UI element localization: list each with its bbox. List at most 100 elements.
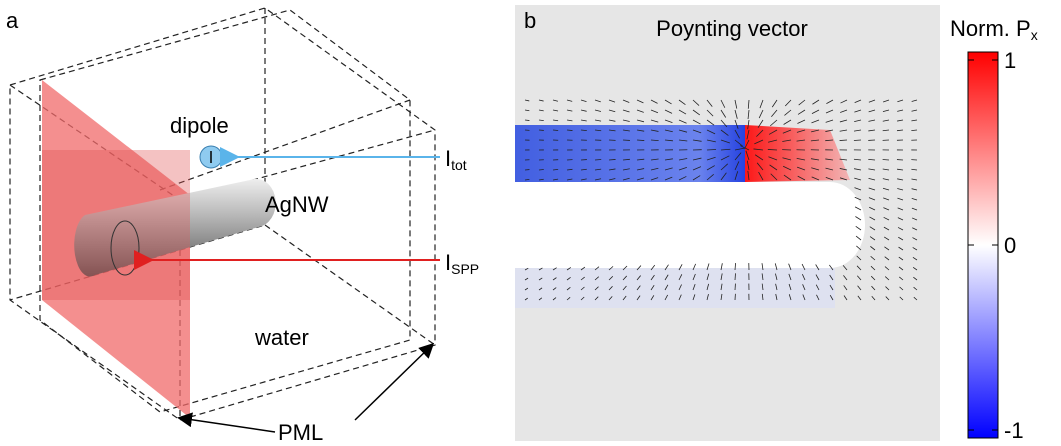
vector [538, 267, 543, 271]
vector [636, 168, 645, 171]
vector [608, 129, 616, 132]
panel-label: b [524, 8, 536, 33]
vector [594, 119, 602, 122]
vector [678, 139, 688, 142]
vector [538, 109, 544, 112]
vector [839, 177, 848, 181]
vector [608, 266, 614, 271]
wire-label: AgNW [265, 192, 329, 217]
vector [594, 296, 599, 301]
vector [815, 264, 820, 271]
vector [650, 99, 658, 104]
vector [758, 171, 764, 181]
vector [734, 99, 738, 109]
vector [782, 139, 792, 142]
vector [594, 99, 601, 103]
vector [868, 168, 876, 171]
vector [775, 283, 778, 291]
vector [871, 285, 876, 291]
vector [898, 236, 904, 241]
vector [896, 168, 904, 171]
vector [797, 175, 806, 181]
vector [857, 295, 862, 301]
vector [912, 266, 918, 271]
vector [869, 226, 876, 231]
cb-sub: x [1031, 27, 1038, 43]
vector [912, 247, 918, 251]
vector [798, 99, 806, 106]
vector [734, 273, 736, 281]
tick-label: -1 [1004, 418, 1024, 443]
vector [622, 295, 627, 301]
vector [706, 156, 716, 161]
vector [622, 119, 630, 122]
vector [897, 99, 904, 103]
negative-flux [515, 125, 745, 182]
vector [783, 174, 792, 181]
nanowire-section [515, 182, 865, 268]
vector [664, 119, 673, 123]
vector [622, 99, 630, 103]
vector [869, 216, 876, 221]
vector [812, 99, 820, 105]
vector [811, 167, 820, 171]
vector [882, 129, 890, 132]
vector [720, 163, 729, 171]
vector [771, 99, 778, 108]
vector [538, 287, 543, 291]
vector [608, 286, 613, 291]
vector [783, 119, 792, 125]
vector [664, 109, 673, 114]
vector [815, 284, 820, 291]
lower-flux [515, 268, 835, 308]
vector [608, 296, 613, 301]
vector [911, 168, 918, 171]
vector [594, 276, 600, 281]
vector [816, 294, 820, 301]
vector [897, 109, 904, 112]
vector [552, 267, 557, 271]
vector [692, 166, 702, 171]
vector [911, 207, 918, 211]
vector [882, 119, 890, 122]
vector [608, 99, 616, 103]
colorbar: Norm. Px 1 0 -1 [950, 16, 1038, 443]
vector [734, 147, 745, 151]
vector [784, 99, 792, 107]
vector [734, 139, 743, 147]
vector [720, 148, 731, 151]
vector [650, 139, 659, 142]
vector [524, 178, 530, 181]
vector [706, 263, 710, 271]
tot-main: I [445, 146, 451, 171]
vector [761, 293, 764, 301]
vector [883, 207, 890, 211]
vector [580, 296, 585, 301]
vector [882, 178, 890, 181]
vector [839, 139, 848, 141]
vector [622, 109, 630, 113]
vector [811, 129, 820, 133]
vector [868, 109, 876, 113]
vector [882, 159, 890, 161]
vector [855, 216, 862, 221]
dipole-label: dipole [170, 113, 229, 138]
tot-sub: tot [451, 157, 467, 173]
pml-label: PML [278, 420, 323, 445]
vector [855, 235, 862, 241]
vector [608, 276, 614, 281]
spp-label: ISPP [445, 250, 479, 277]
tot-label: Itot [445, 146, 467, 173]
vector [868, 197, 876, 201]
vector [706, 129, 716, 135]
vector [840, 109, 848, 113]
vector [692, 157, 702, 161]
vector [734, 129, 740, 139]
vector [692, 294, 696, 301]
vector-field [524, 99, 918, 301]
vector [692, 109, 701, 116]
vector [856, 245, 862, 251]
vector [734, 171, 739, 181]
vector [650, 264, 656, 271]
vector [566, 267, 572, 271]
